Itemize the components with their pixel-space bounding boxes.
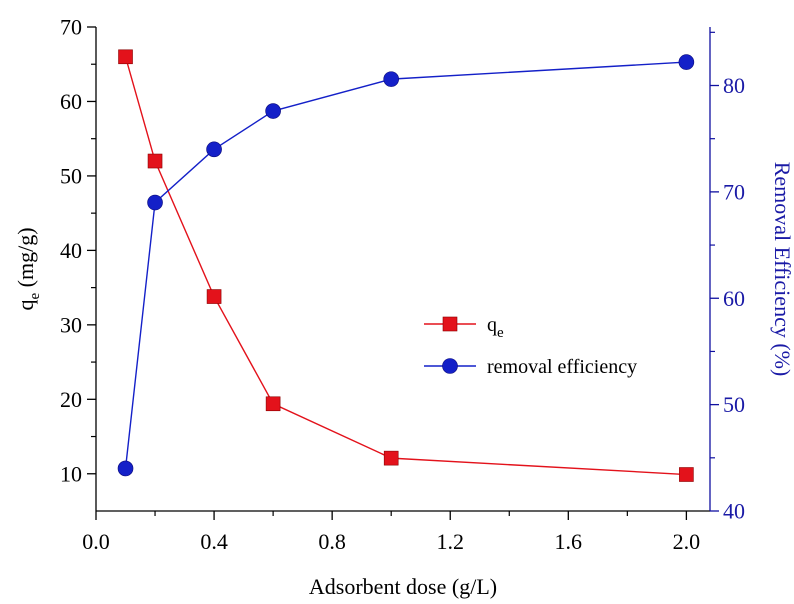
legend-marker-square [442, 316, 458, 332]
left-y-tick-label: 40 [60, 238, 82, 263]
left-y-axis-title-unit: (mg/g) [13, 227, 38, 292]
data-point-square [679, 467, 694, 482]
series-line-1 [124, 61, 687, 469]
legend-label-main: q [487, 314, 497, 336]
data-point-circle [206, 141, 222, 158]
data-point-circle [383, 71, 399, 87]
x-tick-label: 0.4 [200, 529, 228, 554]
legend-marker-circle [442, 358, 458, 374]
legend: qe removal efficiency [424, 314, 637, 378]
right-y-axis-title: Removal Efficiency (%) [770, 162, 794, 377]
data-point-square [265, 396, 281, 412]
left-y-axis-title: qe (mg/g) [13, 227, 43, 310]
legend-label-main: removal efficiency [487, 356, 637, 378]
series-line-0 [124, 56, 687, 476]
x-tick-label: 0.8 [318, 529, 346, 554]
left-y-tick-label: 60 [60, 89, 82, 114]
x-tick-label: 1.2 [436, 529, 464, 554]
legend-label-1: removal efficiency [487, 356, 637, 378]
data-point-square [206, 289, 222, 304]
data-point-circle [265, 103, 281, 119]
right-y-tick-label: 60 [723, 286, 745, 311]
left-y-tick-label: 30 [60, 312, 82, 337]
right-y-tick-label: 50 [723, 392, 745, 417]
left-y-axis-title-main: q [13, 300, 38, 311]
left-y-tick-label: 10 [60, 461, 82, 486]
x-tick-label: 2.0 [673, 529, 701, 554]
x-tick-label: 0.0 [82, 529, 110, 554]
left-y-tick-label: 70 [60, 15, 82, 40]
data-point-square [118, 49, 133, 65]
right-y-tick-label: 40 [723, 499, 745, 524]
series-layer [117, 49, 695, 482]
left-y-tick-label: 20 [60, 387, 82, 412]
x-axis-title: Adsorbent dose (g/L) [309, 574, 497, 599]
data-point-square [147, 153, 163, 169]
data-point-circle [117, 460, 134, 477]
left-y-axis-title-sub: e [27, 293, 43, 300]
data-point-square [383, 450, 399, 466]
data-point-circle [147, 194, 163, 211]
right-y-tick-label: 80 [723, 73, 745, 98]
data-point-circle [678, 54, 695, 70]
right-y-tick-label: 70 [723, 179, 745, 204]
legend-label-sub: e [497, 325, 504, 341]
x-tick-label: 1.6 [555, 529, 583, 554]
axes: 0.0 0.4 0.8 1.2 1.6 2.0 10 20 30 40 50 60 70 40 50 60 70… [13, 15, 794, 600]
left-y-tick-label: 50 [60, 163, 82, 188]
legend-label-0: qe [487, 314, 504, 341]
